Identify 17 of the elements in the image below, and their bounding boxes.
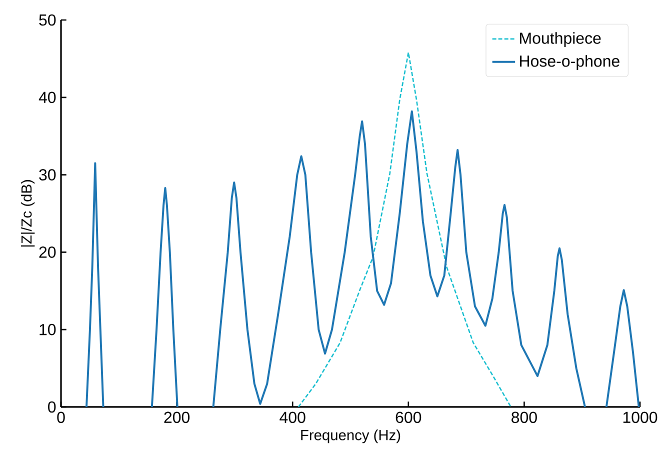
y-tick-label: 10	[40, 324, 56, 336]
x-tick-label: 800	[512, 412, 537, 424]
legend-label: Mouthpiece	[520, 32, 601, 48]
legend-label: Hose-o-phone	[520, 55, 620, 70]
y-tick-label: 50	[39, 14, 56, 26]
x-tick-label: 0	[57, 412, 65, 424]
x-tick-label: 200	[164, 412, 190, 424]
x-tick-label: 1000	[623, 412, 658, 424]
y-tick-label: 0	[48, 401, 56, 413]
x-tick-label: 600	[396, 412, 422, 424]
y-tick-label: 40	[38, 92, 56, 104]
y-tick-label: 30	[39, 169, 56, 180]
y-tick-label: 20	[39, 246, 56, 258]
x-tick-label: 400	[280, 412, 306, 424]
y-axis-title: |Z|/Zc (dB)	[20, 180, 35, 247]
x-axis-title: Frequency (Hz)	[301, 430, 400, 444]
line-series	[298, 52, 512, 407]
